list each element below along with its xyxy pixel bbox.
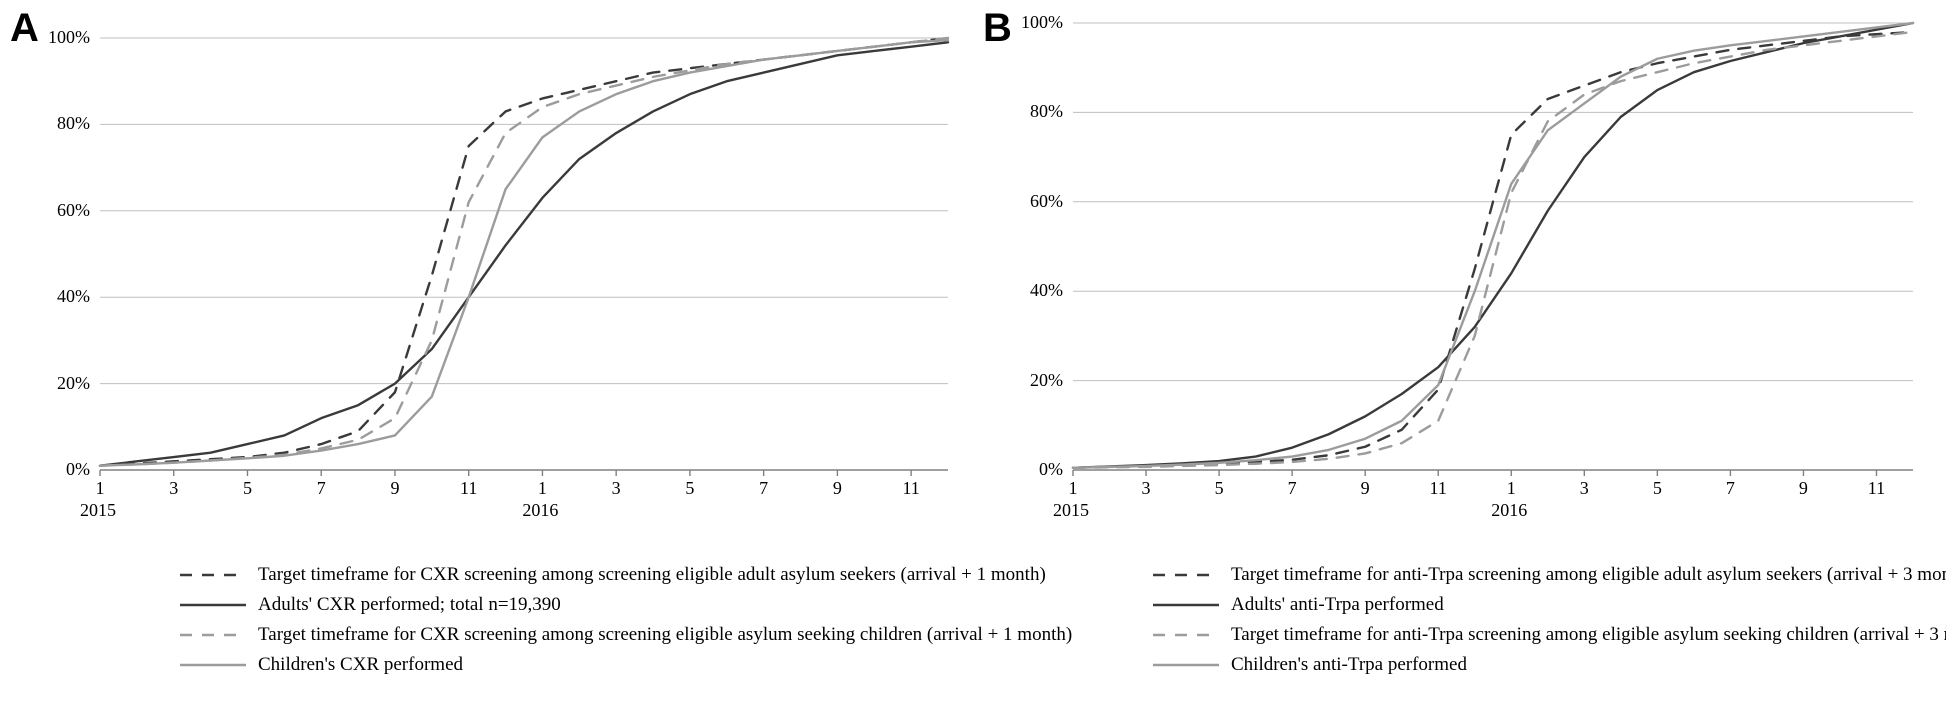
legend-swatch [1151, 565, 1221, 585]
legend-text: Target timeframe for anti-Trpa screening… [1231, 564, 1946, 586]
x-tick-label: 5 [1645, 478, 1669, 499]
x-tick-label: 3 [1134, 478, 1158, 499]
x-tick-label: 1 [1499, 478, 1523, 499]
y-tick-label: 0% [1013, 459, 1063, 480]
x-tick-label: 3 [1572, 478, 1596, 499]
legend-text: Children's CXR performed [258, 654, 463, 676]
legend-row: Children's CXR performed [178, 650, 1072, 680]
legend-row: Adults' anti-Trpa performed [1151, 590, 1946, 620]
x-tick-label: 3 [162, 478, 186, 499]
legend-swatch [1151, 625, 1221, 645]
legend-text: Adults' CXR performed; total n=19,390 [258, 594, 561, 616]
series-child_performed [1073, 23, 1913, 468]
year-label: 2015 [80, 500, 116, 521]
legend-swatch [1151, 595, 1221, 615]
x-tick-label: 11 [899, 478, 923, 499]
y-tick-label: 40% [1013, 280, 1063, 301]
x-tick-label: 11 [1864, 478, 1888, 499]
x-tick-label: 1 [88, 478, 112, 499]
legend-row: Target timeframe for anti-Trpa screening… [1151, 620, 1946, 650]
legend-text: Target timeframe for CXR screening among… [258, 624, 1072, 646]
y-tick-label: 80% [40, 113, 90, 134]
legend-swatch [178, 625, 248, 645]
y-tick-label: 60% [40, 200, 90, 221]
legend-text: Children's anti-Trpa performed [1231, 654, 1467, 676]
legend-row: Target timeframe for CXR screening among… [178, 620, 1072, 650]
x-tick-label: 9 [383, 478, 407, 499]
legend-swatch [178, 595, 248, 615]
panel-b-label: B [983, 6, 1012, 51]
series-child_target [1073, 32, 1913, 468]
x-tick-label: 3 [604, 478, 628, 499]
y-tick-label: 60% [1013, 191, 1063, 212]
panelA-legend: Target timeframe for CXR screening among… [178, 560, 1072, 680]
legend-row: Children's anti-Trpa performed [1151, 650, 1946, 680]
x-tick-label: 11 [457, 478, 481, 499]
y-tick-label: 100% [1013, 12, 1063, 33]
legend-text: Target timeframe for anti-Trpa screening… [1231, 624, 1946, 646]
y-tick-label: 0% [40, 459, 90, 480]
year-label: 2016 [522, 500, 558, 521]
series-child_target [100, 38, 948, 466]
x-tick-label: 1 [530, 478, 554, 499]
y-tick-label: 20% [1013, 370, 1063, 391]
series-adult_performed [1073, 23, 1913, 468]
legend-swatch [178, 655, 248, 675]
legend-text: Target timeframe for CXR screening among… [258, 564, 1046, 586]
series-adult_target [100, 38, 948, 466]
x-tick-label: 7 [752, 478, 776, 499]
year-label: 2016 [1491, 500, 1527, 521]
panelB-svg [1073, 23, 1913, 470]
x-tick-label: 7 [1280, 478, 1304, 499]
x-tick-label: 5 [678, 478, 702, 499]
panel-a: A 0%20%40%60%80%100%13579111357911201520… [0, 0, 973, 715]
panelA-svg [100, 38, 948, 470]
legend-row: Target timeframe for CXR screening among… [178, 560, 1072, 590]
panels-row: A 0%20%40%60%80%100%13579111357911201520… [0, 0, 1946, 715]
x-tick-label: 5 [235, 478, 259, 499]
x-tick-label: 1 [1061, 478, 1085, 499]
panel-a-label: A [10, 6, 39, 51]
figure: A 0%20%40%60%80%100%13579111357911201520… [0, 0, 1946, 715]
panelB-legend: Target timeframe for anti-Trpa screening… [1151, 560, 1946, 680]
legend-row: Target timeframe for anti-Trpa screening… [1151, 560, 1946, 590]
series-adult_target [1073, 32, 1913, 468]
legend-text: Adults' anti-Trpa performed [1231, 594, 1444, 616]
legend-swatch [1151, 655, 1221, 675]
y-tick-label: 80% [1013, 101, 1063, 122]
x-tick-label: 9 [1791, 478, 1815, 499]
x-tick-label: 7 [309, 478, 333, 499]
y-tick-label: 20% [40, 373, 90, 394]
year-label: 2015 [1053, 500, 1089, 521]
panel-b: B 0%20%40%60%80%100%13579111357911201520… [973, 0, 1946, 715]
x-tick-label: 5 [1207, 478, 1231, 499]
panelB-plot [1073, 23, 1913, 470]
panelA-plot [100, 38, 948, 470]
y-tick-label: 40% [40, 286, 90, 307]
legend-swatch [178, 565, 248, 585]
x-tick-label: 9 [825, 478, 849, 499]
x-tick-label: 11 [1426, 478, 1450, 499]
x-tick-label: 7 [1718, 478, 1742, 499]
x-tick-label: 9 [1353, 478, 1377, 499]
y-tick-label: 100% [40, 27, 90, 48]
legend-row: Adults' CXR performed; total n=19,390 [178, 590, 1072, 620]
